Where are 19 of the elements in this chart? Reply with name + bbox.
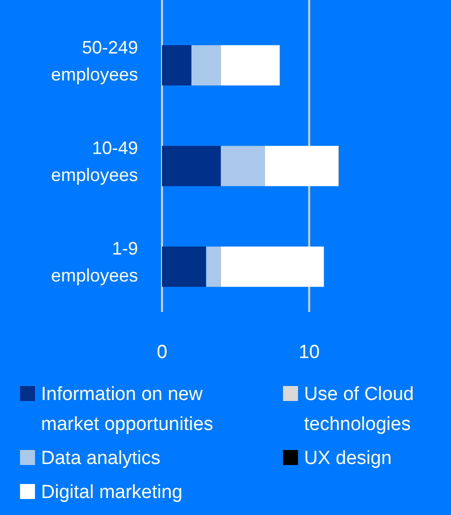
x-tick-label: 0: [156, 342, 168, 363]
y-tick-label: 50-249 employees: [50, 37, 138, 84]
bar: [220, 45, 280, 86]
legend-label: Data analytics: [41, 448, 160, 469]
y-tick-label: 10-49 employees: [50, 138, 138, 185]
bar: [265, 146, 339, 186]
bar: [162, 45, 192, 86]
bar: [220, 146, 266, 186]
legend-label: UX design: [304, 448, 392, 469]
legend-label: Information on new market opportunities: [41, 384, 214, 435]
legend-label: Use of Cloud technologies: [304, 384, 414, 435]
legend-label: Digital marketing: [41, 482, 182, 503]
x-tick-label: 10: [298, 342, 320, 363]
bar: [162, 146, 221, 186]
y-tick-label: 1-9 employees: [50, 238, 138, 286]
bar: [220, 246, 324, 287]
bar: [162, 246, 206, 287]
bar: [191, 45, 221, 86]
bar: [206, 246, 221, 287]
